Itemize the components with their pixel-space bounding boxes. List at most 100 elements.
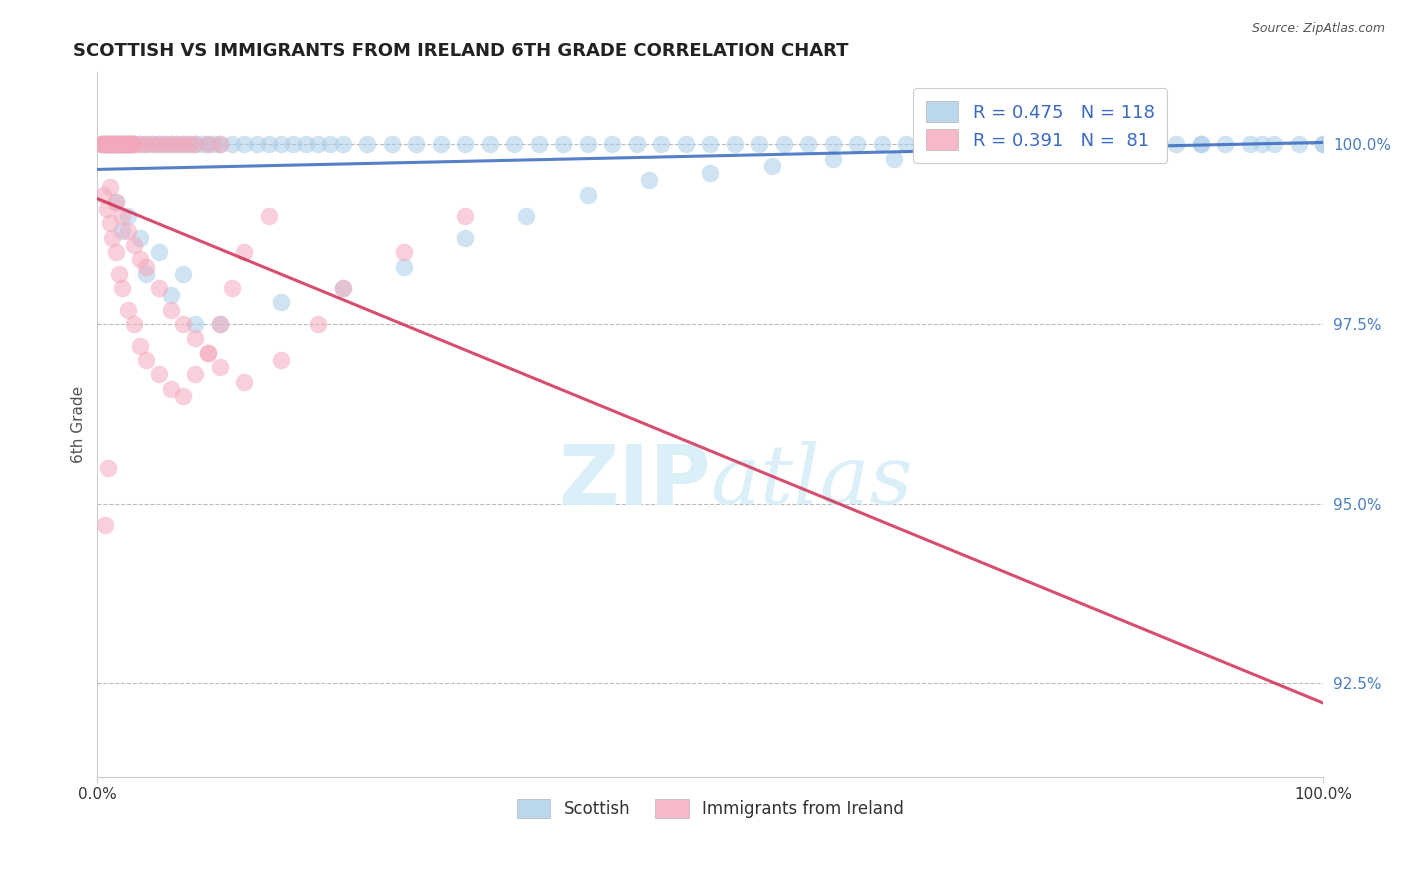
Point (93, 137, 115, 152)
Point (122, 137, 145, 152)
Point (576, 137, 599, 152)
Point (208, 317, 231, 331)
Point (172, 267, 194, 281)
Point (1005, 145, 1028, 159)
Point (184, 331, 207, 345)
Point (135, 137, 157, 152)
Point (283, 137, 305, 152)
Point (454, 231, 477, 245)
Point (600, 137, 623, 152)
Point (135, 260, 157, 274)
Point (96, 137, 118, 152)
Point (100, 137, 122, 152)
Point (104, 137, 127, 152)
Point (172, 137, 194, 152)
Point (112, 137, 135, 152)
Point (650, 137, 672, 152)
Point (515, 209, 537, 223)
Text: SCOTTISH VS IMMIGRANTS FROM IRELAND 6TH GRADE CORRELATION CHART: SCOTTISH VS IMMIGRANTS FROM IRELAND 6TH … (73, 42, 848, 60)
Point (761, 159, 783, 173)
Point (896, 137, 918, 152)
Point (98, 137, 121, 152)
Point (454, 209, 477, 223)
Point (153, 137, 176, 152)
Point (111, 137, 134, 152)
Point (97, 137, 120, 152)
Point (945, 145, 967, 159)
Point (1067, 137, 1090, 152)
Point (429, 137, 451, 152)
Point (208, 317, 231, 331)
Point (1091, 137, 1114, 152)
Point (122, 238, 145, 252)
Point (148, 137, 170, 152)
Point (104, 194, 127, 209)
Point (270, 353, 292, 368)
Point (184, 317, 207, 331)
Point (405, 137, 427, 152)
Point (114, 137, 136, 152)
Point (117, 137, 139, 152)
Point (93, 518, 115, 533)
Point (699, 166, 721, 180)
Point (112, 137, 135, 152)
Point (104, 245, 127, 260)
Point (699, 137, 721, 152)
Point (172, 317, 194, 331)
Point (197, 345, 219, 359)
Point (233, 245, 256, 260)
Point (208, 360, 231, 375)
Point (160, 302, 183, 317)
Point (332, 281, 354, 295)
Point (184, 137, 207, 152)
Point (148, 245, 170, 260)
Point (1189, 137, 1212, 152)
Point (675, 137, 697, 152)
Point (270, 295, 292, 310)
Point (797, 137, 820, 152)
Point (111, 209, 134, 223)
Point (724, 137, 747, 152)
Point (120, 137, 142, 152)
Point (478, 137, 501, 152)
Point (993, 137, 1015, 152)
Point (356, 137, 378, 152)
Point (107, 137, 129, 152)
Point (883, 152, 905, 166)
Point (112, 137, 135, 152)
Point (179, 137, 201, 152)
Point (184, 137, 207, 152)
Point (160, 137, 183, 152)
Point (148, 137, 170, 152)
Point (1067, 137, 1090, 152)
Point (117, 302, 139, 317)
Point (748, 137, 770, 152)
Point (129, 338, 152, 352)
Point (270, 137, 292, 152)
Point (141, 137, 163, 152)
Y-axis label: 6th Grade: 6th Grade (72, 386, 86, 463)
Point (122, 137, 145, 152)
Point (91, 137, 114, 152)
Point (108, 137, 131, 152)
Point (307, 317, 329, 331)
Point (118, 137, 141, 152)
Point (527, 137, 550, 152)
Point (129, 231, 152, 245)
Point (1312, 137, 1334, 152)
Point (821, 137, 844, 152)
Point (103, 137, 125, 152)
Point (135, 267, 157, 281)
Point (148, 368, 170, 382)
Text: ZIP: ZIP (558, 441, 710, 522)
Point (166, 137, 188, 152)
Point (1251, 137, 1274, 152)
Point (111, 223, 134, 237)
Point (1116, 137, 1139, 152)
Point (332, 281, 354, 295)
Point (141, 137, 163, 152)
Point (381, 137, 404, 152)
Point (117, 223, 139, 237)
Point (172, 137, 194, 152)
Point (233, 375, 256, 389)
